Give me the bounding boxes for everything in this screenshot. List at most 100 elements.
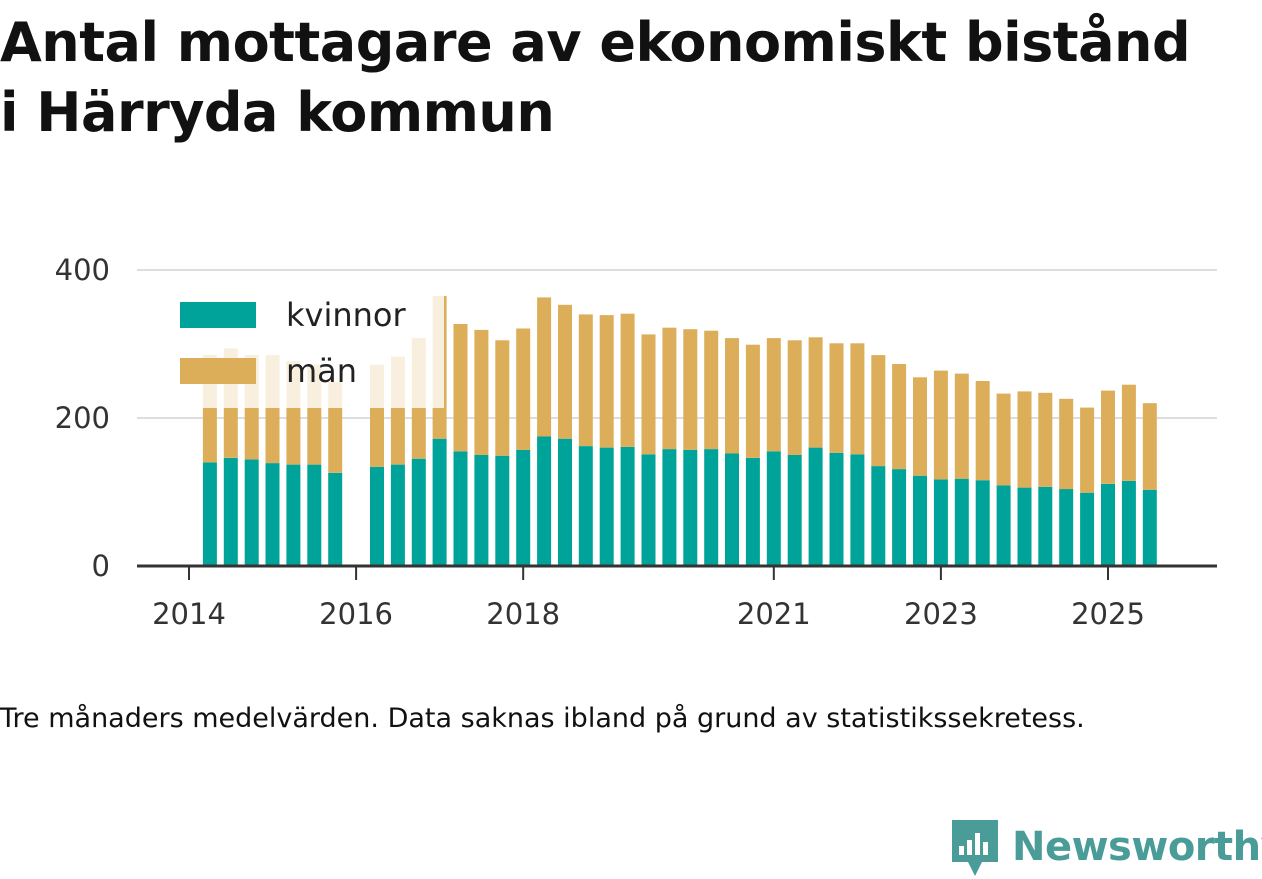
bar-kvinnor bbox=[766, 451, 781, 566]
y-axis-tick-labels: 0 200 400 bbox=[55, 253, 110, 583]
bar-kvinnor bbox=[725, 453, 739, 566]
bar-kvinnor bbox=[202, 462, 217, 566]
bar-kvinnor bbox=[954, 478, 969, 566]
bar-man bbox=[808, 337, 823, 448]
bar-man bbox=[558, 304, 572, 439]
chart-title-line-1: Antal mottagare av ekonomiskt bistånd bbox=[0, 11, 1191, 74]
bar-kvinnor bbox=[829, 452, 844, 566]
bar-man bbox=[829, 343, 844, 453]
bar-kvinnor bbox=[641, 454, 656, 566]
bar-kvinnor bbox=[1121, 480, 1136, 566]
bar-man bbox=[996, 393, 1011, 486]
bar-kvinnor bbox=[1038, 486, 1053, 566]
bar-man bbox=[892, 364, 907, 470]
bar-kvinnor bbox=[975, 480, 990, 566]
bar-kvinnor bbox=[662, 449, 677, 566]
x-tick-label: 2023 bbox=[904, 597, 978, 631]
bar-kvinnor bbox=[307, 464, 322, 566]
bar-kvinnor bbox=[996, 485, 1011, 566]
bar-man bbox=[1038, 392, 1053, 487]
bar-kvinnor bbox=[495, 455, 510, 566]
bar-kvinnor bbox=[474, 455, 489, 566]
bar-kvinnor bbox=[1101, 483, 1115, 566]
bar-kvinnor bbox=[432, 438, 447, 566]
brand-name: Newsworthy bbox=[1012, 824, 1262, 870]
bar-man bbox=[1080, 407, 1095, 493]
x-tick-label: 2014 bbox=[152, 597, 226, 631]
stacked-bar-chart: 0 200 400 2014 2016 2018 2021 2023 2025 kvinnor… bbox=[55, 253, 1217, 631]
bar-kvinnor bbox=[850, 454, 865, 566]
bar-kvinnor bbox=[1059, 489, 1074, 566]
bar-kvinnor bbox=[223, 458, 238, 566]
bar-kvinnor bbox=[599, 447, 614, 566]
bar-man bbox=[766, 338, 781, 452]
x-tick-label: 2025 bbox=[1071, 597, 1145, 631]
newsworthy-logo-icon bbox=[952, 820, 998, 876]
y-tick-label: 200 bbox=[55, 401, 110, 435]
bar-kvinnor bbox=[453, 451, 468, 566]
bar-man bbox=[871, 355, 886, 467]
bar-kvinnor bbox=[244, 459, 259, 566]
legend-swatch-kvinnor bbox=[180, 302, 256, 328]
y-tick-label: 0 bbox=[92, 549, 110, 583]
bar-kvinnor bbox=[808, 447, 823, 566]
bar-kvinnor bbox=[913, 475, 927, 566]
bar-kvinnor bbox=[537, 436, 552, 566]
bar-man bbox=[725, 338, 739, 454]
bar-man bbox=[599, 315, 614, 448]
legend: kvinnor män bbox=[172, 288, 444, 408]
bar-man bbox=[850, 343, 865, 455]
bar-kvinnor bbox=[578, 446, 593, 566]
bar-man bbox=[516, 328, 531, 450]
bar-kvinnor bbox=[370, 466, 384, 566]
bar-kvinnor bbox=[892, 469, 907, 566]
x-axis-tick-labels: 2014 2016 2018 2021 2023 2025 bbox=[152, 597, 1145, 631]
bar-man bbox=[683, 329, 698, 450]
legend-label-man: män bbox=[286, 352, 357, 390]
bar-kvinnor bbox=[704, 449, 719, 566]
bar-man bbox=[453, 324, 468, 452]
legend-swatch-man bbox=[180, 358, 256, 384]
bar-man bbox=[933, 370, 948, 480]
bar-kvinnor bbox=[558, 438, 572, 566]
bar-man bbox=[913, 377, 927, 476]
x-tick-label: 2018 bbox=[486, 597, 560, 631]
bar-man bbox=[620, 313, 635, 447]
x-tick-label: 2021 bbox=[737, 597, 811, 631]
x-tick-label: 2016 bbox=[319, 597, 393, 631]
bar-kvinnor bbox=[620, 446, 635, 566]
bar-man bbox=[495, 340, 510, 456]
chart-footnote: Tre månaders medelvärden. Data saknas ib… bbox=[0, 703, 1085, 734]
bar-kvinnor bbox=[933, 479, 948, 566]
x-axis bbox=[137, 564, 1217, 580]
bar-man bbox=[1059, 398, 1074, 490]
bar-kvinnor bbox=[390, 464, 405, 566]
newsworthy-brand[interactable]: Newsworthy bbox=[950, 816, 1262, 878]
chart-title-line-2: i Härryda kommun bbox=[0, 81, 555, 144]
legend-label-kvinnor: kvinnor bbox=[286, 296, 407, 334]
bar-kvinnor bbox=[787, 455, 802, 566]
bar-man bbox=[1101, 390, 1115, 484]
bar-man bbox=[1142, 403, 1157, 490]
bar-kvinnor bbox=[745, 458, 760, 566]
bar-kvinnor bbox=[1142, 489, 1157, 566]
bar-man bbox=[662, 327, 677, 450]
bar-kvinnor bbox=[265, 463, 280, 566]
bar-kvinnor bbox=[328, 472, 343, 566]
y-tick-label: 400 bbox=[55, 253, 110, 287]
bar-man bbox=[704, 330, 719, 450]
bar-kvinnor bbox=[516, 449, 531, 566]
bar-man bbox=[641, 334, 656, 455]
bar-kvinnor bbox=[286, 464, 301, 566]
bar-man bbox=[954, 373, 969, 479]
bar-kvinnor bbox=[1017, 487, 1032, 566]
bar-man bbox=[1121, 384, 1136, 481]
bar-man bbox=[975, 381, 990, 481]
bar-man bbox=[745, 344, 760, 458]
chart-title: Antal mottagare av ekonomiskt bistånd i … bbox=[0, 8, 1262, 148]
bar-man bbox=[537, 297, 552, 437]
bar-man bbox=[787, 340, 802, 455]
bars bbox=[202, 295, 1157, 566]
bar-kvinnor bbox=[411, 458, 426, 566]
bar-man bbox=[1017, 391, 1032, 488]
